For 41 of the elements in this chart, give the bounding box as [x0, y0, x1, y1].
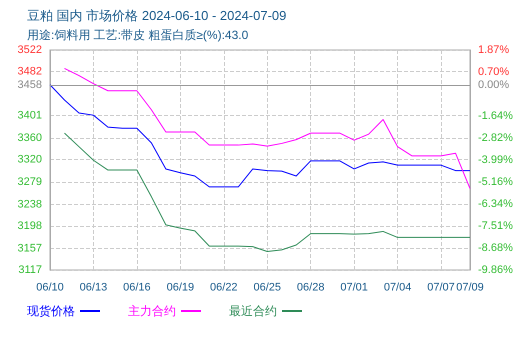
line-series — [64, 68, 470, 190]
y2-tick-label: 0.00% — [478, 79, 510, 92]
legend-label: 最近合约 — [229, 304, 277, 318]
y2-tick-label: 1.87% — [478, 44, 510, 56]
y-tick-label: 3401 — [18, 110, 42, 122]
x-tick-label: 06/22 — [210, 282, 238, 294]
y-tick-label: 3238 — [18, 198, 42, 210]
x-tick-label: 06/10 — [36, 282, 64, 294]
y-tick-label: 3320 — [18, 154, 42, 166]
y2-tick-label: -3.99% — [478, 154, 514, 166]
legend-label: 现货价格 — [27, 304, 75, 318]
x-tick-label: 06/19 — [166, 282, 194, 294]
chart-subtitle: 用途:饲料用 工艺:带皮 粗蛋白质≥(%):43.0 — [27, 28, 249, 42]
legend-label: 主力合约 — [128, 304, 176, 318]
y-tick-label: 3360 — [18, 132, 42, 144]
y-tick-label: 3522 — [18, 44, 42, 56]
y2-tick-label: -9.86% — [478, 264, 514, 276]
y2-tick-label: -7.51% — [478, 220, 514, 232]
y2-tick-label: -2.82% — [478, 132, 514, 144]
y2-tick-label: -8.68% — [478, 242, 514, 254]
x-tick-label: 06/16 — [123, 282, 151, 294]
x-tick-label: 06/28 — [296, 282, 324, 294]
x-tick-label: 06/13 — [80, 282, 108, 294]
y-tick-label: 3198 — [18, 220, 42, 232]
y-tick-label: 3482 — [18, 66, 42, 78]
y-tick-label: 3458 — [18, 78, 42, 91]
y2-tick-label: -6.34% — [478, 198, 514, 210]
y-tick-label: 3157 — [18, 242, 42, 254]
x-tick-label: 07/04 — [384, 282, 412, 294]
chart-title: 豆粕 国内 市场价格 2024-06-10 - 2024-07-09 — [27, 8, 286, 23]
line-series — [64, 132, 470, 252]
x-tick-label: 06/25 — [253, 282, 282, 294]
y2-tick-label: -5.16% — [478, 176, 514, 188]
x-tick-label: 07/07 — [427, 282, 455, 294]
y-tick-label: 3117 — [18, 264, 42, 276]
x-tick-label: 07/01 — [340, 282, 368, 294]
x-tick-label: 07/09 — [456, 282, 484, 294]
line-series — [50, 84, 470, 188]
y-tick-label: 3279 — [18, 176, 42, 188]
y2-tick-label: 0.70% — [478, 66, 510, 78]
y2-tick-label: -1.64% — [478, 110, 514, 122]
